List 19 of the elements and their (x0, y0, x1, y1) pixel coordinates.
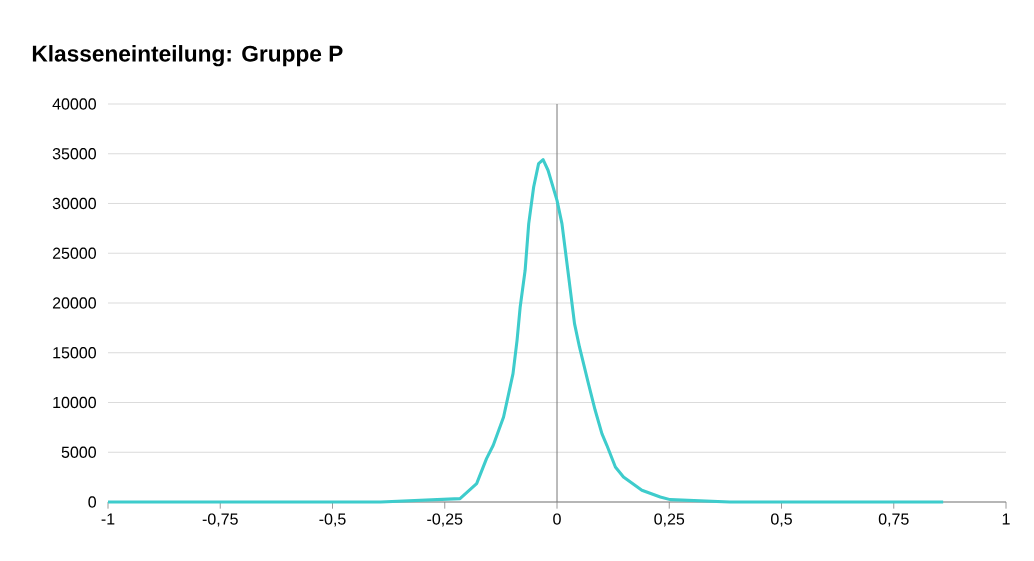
x-tick-label: -0,5 (319, 513, 346, 527)
y-tick-label: 30000 (52, 197, 96, 210)
x-tick-label: 1 (1002, 513, 1010, 525)
x-tick-label: 0,25 (654, 513, 685, 527)
x-tick-label: 0 (553, 513, 561, 525)
y-tick-label: 10000 (53, 396, 96, 409)
y-tick-label: 40000 (52, 98, 96, 110)
x-tick-label: -0,75 (202, 513, 238, 527)
x-tick-label: -0,25 (427, 513, 463, 527)
y-tick-label: 0 (88, 496, 97, 508)
y-tick-label: 25000 (52, 247, 96, 259)
chart-title: Klasseneinteilung: Gruppe P (32, 45, 343, 67)
x-tick-label: 0,5 (771, 513, 792, 527)
y-tick-label: 35000 (52, 148, 96, 160)
x-tick-label: -1 (101, 513, 115, 525)
y-tick-label: 20000 (52, 297, 96, 309)
x-tick-label: 0,75 (878, 513, 909, 527)
y-tick-label: 15000 (53, 347, 96, 359)
y-tick-label: 5000 (61, 446, 96, 458)
